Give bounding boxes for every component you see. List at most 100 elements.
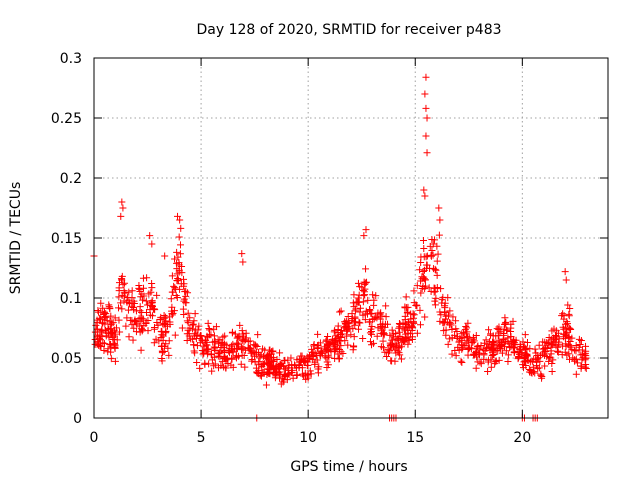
data-point: [161, 252, 169, 260]
data-point: [100, 347, 108, 355]
data-point: [191, 310, 199, 318]
data-point: [484, 368, 492, 376]
y-tick-label: 0.15: [51, 231, 82, 247]
data-point: [531, 345, 539, 353]
data-point: [560, 315, 568, 323]
data-point: [473, 344, 481, 352]
data-point: [193, 331, 201, 339]
data-point: [504, 351, 512, 359]
data-point: [539, 345, 547, 353]
data-point: [385, 349, 393, 357]
data-point: [322, 354, 330, 362]
data-point: [232, 354, 240, 362]
data-point: [582, 361, 590, 369]
data-point: [210, 343, 218, 351]
chart-title: Day 128 of 2020, SRMTID for receiver p48…: [196, 22, 501, 38]
data-point: [174, 212, 182, 220]
data-point: [380, 331, 388, 339]
data-point: [548, 340, 556, 348]
data-point: [111, 357, 119, 365]
data-point: [239, 258, 247, 266]
data-point: [198, 346, 206, 354]
data-point: [420, 253, 428, 261]
data-point: [444, 340, 452, 348]
data-point: [185, 330, 193, 338]
data-point: [180, 280, 188, 288]
data-point: [394, 336, 402, 344]
data-point: [402, 293, 410, 301]
data-point: [281, 371, 289, 379]
data-point: [287, 354, 295, 362]
data-point: [218, 358, 226, 366]
data-point: [528, 357, 536, 365]
data-point: [420, 186, 428, 194]
data-point: [344, 341, 352, 349]
data-point: [561, 320, 569, 328]
data-point: [489, 332, 497, 340]
data-point: [359, 335, 367, 343]
data-point: [419, 236, 427, 244]
data-point: [423, 261, 431, 269]
data-point: [242, 346, 250, 354]
data-point: [264, 358, 272, 366]
data-point: [301, 372, 309, 380]
data-point: [203, 341, 211, 349]
data-point: [191, 349, 199, 357]
data-point: [130, 317, 138, 325]
data-point: [434, 250, 442, 258]
data-point: [400, 326, 408, 334]
data-point: [505, 340, 513, 348]
data-point: [105, 325, 113, 333]
data-point: [152, 335, 160, 343]
data-point: [220, 349, 228, 357]
data-point: [214, 352, 222, 360]
data-point: [428, 247, 436, 255]
data-point: [351, 307, 359, 315]
data-point: [360, 292, 368, 300]
data-point: [187, 335, 195, 343]
data-point: [566, 355, 574, 363]
data-point: [212, 323, 220, 331]
data-point: [521, 331, 529, 339]
data-point: [137, 346, 145, 354]
data-point: [116, 328, 124, 336]
data-point: [176, 241, 184, 249]
data-point: [531, 369, 539, 377]
data-point: [97, 299, 105, 307]
data-point: [422, 73, 430, 81]
data-point: [560, 333, 568, 341]
data-point: [139, 296, 147, 304]
data-point: [519, 338, 527, 346]
data-point: [190, 341, 198, 349]
data-point: [259, 345, 267, 353]
data-point: [121, 279, 129, 287]
data-point: [579, 350, 587, 358]
data-point: [396, 328, 404, 336]
data-point: [364, 296, 372, 304]
data-point: [205, 324, 213, 332]
data-point: [95, 341, 103, 349]
data-point: [552, 333, 560, 341]
data-point: [200, 342, 208, 350]
data-point: [156, 316, 164, 324]
y-tick-label: 0.1: [60, 291, 82, 307]
data-point: [136, 303, 144, 311]
data-point: [387, 357, 395, 365]
data-point: [395, 320, 403, 328]
data-point: [480, 351, 488, 359]
data-point: [238, 327, 246, 335]
data-point: [495, 323, 503, 331]
data-point: [117, 212, 125, 220]
data-point: [192, 326, 200, 334]
data-point: [315, 363, 323, 371]
data-point: [405, 336, 413, 344]
x-tick-label: 10: [299, 430, 317, 446]
data-point: [521, 357, 529, 365]
data-point: [218, 338, 226, 346]
data-point: [404, 303, 412, 311]
data-point: [484, 358, 492, 366]
data-point: [238, 250, 246, 258]
data-point: [458, 345, 466, 353]
data-point: [322, 336, 330, 344]
data-point: [482, 344, 490, 352]
